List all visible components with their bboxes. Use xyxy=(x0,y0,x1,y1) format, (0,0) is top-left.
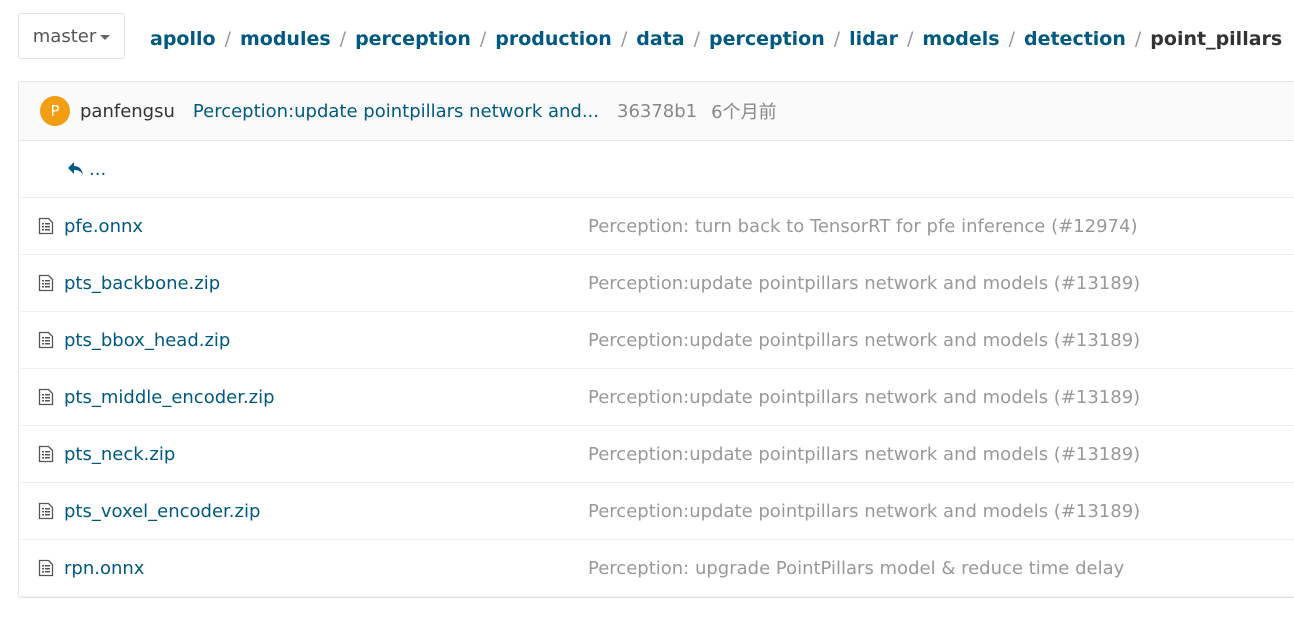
file-name[interactable]: pts_backbone.zip xyxy=(64,272,221,294)
file-text-icon xyxy=(38,388,54,406)
breadcrumb-item[interactable]: detection xyxy=(1023,28,1126,50)
breadcrumb-item[interactable]: apollo xyxy=(150,28,216,50)
breadcrumb-separator: / xyxy=(1134,28,1142,50)
caret-down-icon xyxy=(100,34,111,40)
file-text-icon xyxy=(38,502,54,520)
commit-message[interactable]: Perception:update pointpillars network a… xyxy=(192,100,599,122)
file-commit-message[interactable]: Perception:update pointpillars network a… xyxy=(588,272,1141,294)
file-commit-message[interactable]: Perception:update pointpillars network a… xyxy=(588,443,1141,465)
file-row[interactable]: rpn.onnx Perception: upgrade PointPillar… xyxy=(19,540,1294,597)
file-name[interactable]: pts_voxel_encoder.zip xyxy=(64,500,261,522)
breadcrumb-item[interactable]: modules xyxy=(239,28,331,50)
breadcrumb-separator: / xyxy=(224,28,231,50)
breadcrumb-separator: / xyxy=(339,28,347,50)
file-name[interactable]: pts_middle_encoder.zip xyxy=(64,386,275,408)
commit-time: 6个月前 xyxy=(711,102,777,123)
file-row[interactable]: pts_backbone.zip Perception:update point… xyxy=(19,255,1294,312)
breadcrumb-item[interactable]: perception xyxy=(708,28,825,50)
file-row[interactable]: pfe.onnx Perception: turn back to Tensor… xyxy=(19,198,1294,255)
file-name[interactable]: pts_bbox_head.zip xyxy=(64,329,231,351)
parent-directory-link[interactable]: ... xyxy=(19,141,1294,198)
file-text-icon xyxy=(38,445,54,463)
breadcrumb-item[interactable]: perception xyxy=(355,28,471,50)
avatar[interactable]: P xyxy=(40,96,70,126)
file-row[interactable]: pts_middle_encoder.zip Perception:update… xyxy=(19,369,1294,426)
file-row[interactable]: pts_voxel_encoder.zip Perception:update … xyxy=(19,483,1294,540)
breadcrumb-separator: / xyxy=(693,28,700,50)
commit-sha[interactable]: 36378b1 xyxy=(617,100,698,122)
file-commit-message[interactable]: Perception:update pointpillars network a… xyxy=(588,329,1141,351)
breadcrumb-item[interactable]: models xyxy=(922,28,1000,50)
breadcrumb-separator: / xyxy=(1008,28,1015,50)
reply-arrow-icon xyxy=(68,162,83,175)
breadcrumb-item[interactable]: data xyxy=(636,28,685,50)
commit-author[interactable]: panfengsu xyxy=(80,100,175,122)
latest-commit: P panfengsu Perception:update pointpilla… xyxy=(19,82,1294,141)
file-commit-message[interactable]: Perception: upgrade PointPillars model &… xyxy=(588,557,1125,579)
breadcrumb-separator: / xyxy=(833,28,841,50)
file-name[interactable]: pfe.onnx xyxy=(64,215,144,237)
breadcrumb-item[interactable]: point_pillars xyxy=(1150,28,1283,50)
file-text-icon xyxy=(38,331,54,349)
file-text-icon xyxy=(38,217,54,235)
breadcrumb-separator: / xyxy=(907,28,914,50)
parent-label: ... xyxy=(89,158,107,180)
file-name[interactable]: rpn.onnx xyxy=(64,557,145,579)
branch-label: master xyxy=(32,25,97,47)
file-name[interactable]: pts_neck.zip xyxy=(64,443,176,465)
file-commit-message[interactable]: Perception: turn back to TensorRT for pf… xyxy=(588,215,1138,237)
breadcrumb-separator: / xyxy=(620,28,628,50)
file-text-icon xyxy=(38,559,54,577)
file-row[interactable]: pts_bbox_head.zip Perception:update poin… xyxy=(19,312,1294,369)
file-commit-message[interactable]: Perception:update pointpillars network a… xyxy=(588,386,1141,408)
breadcrumb-separator: / xyxy=(479,28,487,50)
file-text-icon xyxy=(38,274,54,292)
breadcrumb-item[interactable]: production xyxy=(495,28,612,50)
file-list: P panfengsu Perception:update pointpilla… xyxy=(18,81,1294,598)
branch-selector[interactable]: master xyxy=(18,13,125,59)
file-commit-message[interactable]: Perception:update pointpillars network a… xyxy=(588,500,1141,522)
breadcrumb-item[interactable]: lidar xyxy=(849,28,898,50)
file-row[interactable]: pts_neck.zip Perception:update pointpill… xyxy=(19,426,1294,483)
breadcrumb: apollo / modules / perception / production / dat… xyxy=(150,28,1282,50)
